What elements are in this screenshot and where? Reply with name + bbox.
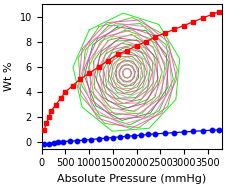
X-axis label: Absolute Pressure (mmHg): Absolute Pressure (mmHg) (57, 174, 205, 184)
Y-axis label: Wt %: Wt % (4, 62, 14, 91)
